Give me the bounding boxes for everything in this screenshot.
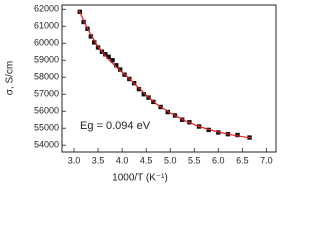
x-axis-label: 1000/T (K⁻¹) xyxy=(112,173,168,184)
y-tick-label: 59000 xyxy=(34,55,59,65)
data-point xyxy=(117,67,123,72)
y-tick-label: 56000 xyxy=(34,106,59,116)
plot-frame xyxy=(61,4,277,153)
x-tick-label: 6.0 xyxy=(212,155,225,165)
x-tick-label: 3.0 xyxy=(68,155,81,165)
x-tick-label: 7.0 xyxy=(260,155,273,165)
data-point xyxy=(106,54,111,60)
y-tick-label: 60000 xyxy=(34,38,59,48)
x-tick-label: 4.5 xyxy=(140,155,153,165)
y-axis-label: σ, S/cm xyxy=(5,61,16,96)
annotation: Eg = 0.094 eV xyxy=(80,120,151,132)
fit-line xyxy=(78,9,253,139)
x-tick-label: 3.5 xyxy=(92,155,105,165)
data-point xyxy=(110,58,115,63)
y-tick-label: 58000 xyxy=(34,72,59,82)
y-tick-label: 55000 xyxy=(34,123,59,133)
y-tick-label: 61000 xyxy=(34,21,59,31)
data-point xyxy=(136,86,142,92)
data-point xyxy=(141,92,146,97)
y-tick-label: 57000 xyxy=(34,89,59,99)
y-tick-label: 62000 xyxy=(34,4,59,14)
x-tick-label: 5.0 xyxy=(164,155,177,165)
x-tick-label: 6.5 xyxy=(236,155,249,165)
data-point xyxy=(235,132,240,138)
data-point xyxy=(92,40,97,45)
data-point xyxy=(114,63,119,68)
page: 1000/T (K⁻¹) σ, S/cm Eg = 0.094 eV 3.0 3.… xyxy=(4,3,277,184)
x-tick-label: 5.5 xyxy=(188,155,201,165)
data-point xyxy=(103,52,108,57)
data-point xyxy=(88,34,94,39)
y-tick-label: 54000 xyxy=(34,140,59,150)
data-point xyxy=(81,19,86,25)
chart: 1000/T (K⁻¹) σ, S/cm Eg = 0.094 eV 3.0 3.… xyxy=(5,4,277,184)
x-tick-label: 4.0 xyxy=(116,155,129,165)
